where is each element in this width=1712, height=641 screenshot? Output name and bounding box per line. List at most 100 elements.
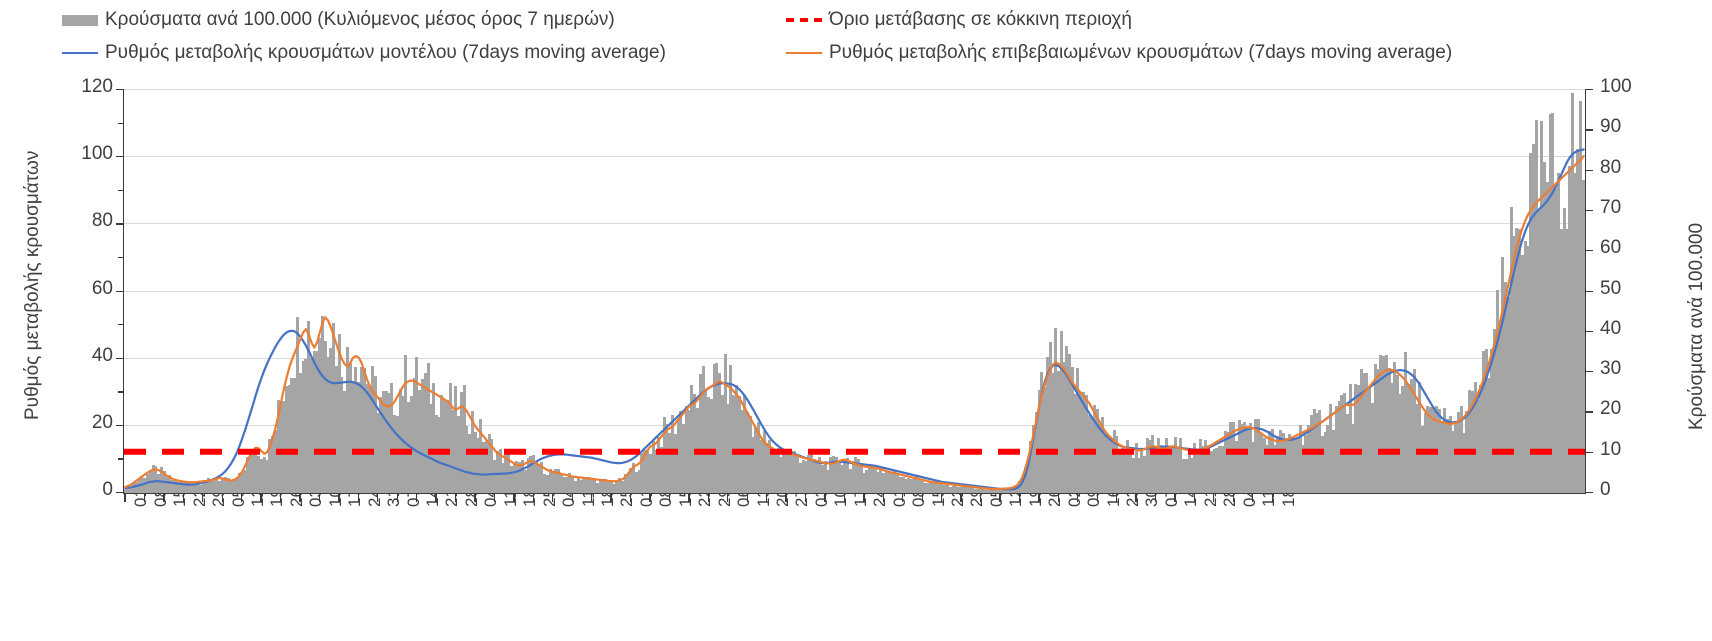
x-tick-mark (1096, 494, 1098, 502)
bar (473, 431, 477, 493)
bar (157, 473, 161, 493)
bar (337, 334, 341, 493)
bar (234, 478, 238, 493)
bar (1101, 417, 1105, 493)
bar (126, 485, 130, 493)
bar (1343, 393, 1347, 493)
bar (1409, 379, 1413, 493)
bar (1473, 382, 1477, 493)
bar (1476, 400, 1480, 493)
bar (212, 481, 216, 493)
bar (1565, 229, 1569, 493)
bar (829, 456, 833, 493)
x-tick-mark (1135, 494, 1137, 502)
bar (218, 480, 222, 493)
y-tick-mark-right (1586, 129, 1593, 131)
bar (637, 469, 641, 493)
bar (465, 425, 469, 493)
bar (1323, 432, 1327, 493)
bar (379, 397, 383, 493)
bar (1304, 434, 1308, 493)
bar (1490, 348, 1494, 493)
y-tick-mark-minor-left (118, 458, 123, 460)
bar (226, 478, 230, 493)
bar (1190, 457, 1194, 493)
bar (290, 377, 294, 493)
bar (257, 455, 261, 493)
bar (993, 490, 997, 493)
bar (384, 391, 388, 493)
bar (701, 365, 705, 493)
bar (1368, 386, 1372, 493)
bar (793, 450, 797, 493)
bar (445, 400, 449, 493)
bar (1254, 419, 1258, 493)
bar (315, 350, 319, 493)
bar (1395, 375, 1399, 493)
bar (1257, 418, 1261, 493)
x-tick-mark (435, 494, 437, 502)
x-tick-mark (960, 494, 962, 502)
bar (768, 440, 772, 493)
x-tick-mark (318, 494, 321, 502)
bar (329, 348, 333, 493)
y-tick-label-right: 100 (1600, 76, 1632, 97)
y-tick-mark-left (116, 290, 123, 292)
bar (659, 447, 663, 493)
x-tick-mark (454, 494, 457, 502)
bar (612, 483, 616, 493)
y-tick-mark-minor-left (118, 256, 123, 259)
bar (1545, 182, 1549, 493)
bar (904, 479, 908, 493)
bar (968, 487, 972, 493)
bar (187, 483, 191, 493)
bar (1295, 438, 1299, 493)
bar (751, 436, 755, 493)
bar (443, 399, 447, 493)
bar (579, 480, 583, 493)
legend-item-threshold: Όριο μετάβασης σε κόκκινη περιοχή (786, 9, 1132, 31)
bar (1245, 426, 1249, 493)
bar (1543, 161, 1547, 493)
bar (826, 470, 830, 493)
x-tick-mark (1252, 494, 1254, 502)
x-tick-mark (1271, 494, 1273, 502)
bar (190, 484, 194, 493)
y-tick-label-right: 0 (1600, 479, 1611, 500)
bar (332, 322, 336, 493)
bar (1401, 385, 1405, 493)
bar (573, 480, 577, 493)
bar (1582, 179, 1585, 493)
bar (1568, 166, 1572, 493)
bar (390, 382, 394, 493)
bar (423, 373, 427, 493)
x-tick-mark (591, 494, 593, 502)
bar (1523, 241, 1527, 493)
bar (609, 481, 613, 493)
bar (645, 450, 649, 493)
bar (409, 396, 413, 493)
x-tick-mark (299, 494, 301, 502)
bar (526, 458, 530, 493)
bar (279, 401, 283, 493)
legend-item-confirmed-line: Ρυθμός μεταβολής επιβεβαιωμένων κρουσμάτ… (786, 42, 1452, 64)
bar (1534, 120, 1538, 493)
x-tick-mark (377, 494, 379, 502)
bar (959, 487, 963, 493)
bar (304, 359, 308, 493)
x-tick-mark (552, 494, 554, 502)
bar (246, 456, 249, 493)
y-tick-mark-right (1586, 169, 1593, 171)
bar (440, 395, 444, 493)
x-tick-mark (649, 494, 651, 502)
legend-item-model-line: Ρυθμός μεταβολής κρουσμάτων μοντέλου (7d… (62, 42, 666, 64)
bar (584, 477, 588, 493)
bar (854, 457, 858, 493)
bar (662, 417, 666, 493)
bar (607, 481, 611, 493)
bar (401, 395, 405, 493)
bar (295, 317, 299, 493)
x-tick-mark (1154, 494, 1157, 502)
bar (1512, 235, 1516, 493)
bar (1348, 384, 1352, 493)
